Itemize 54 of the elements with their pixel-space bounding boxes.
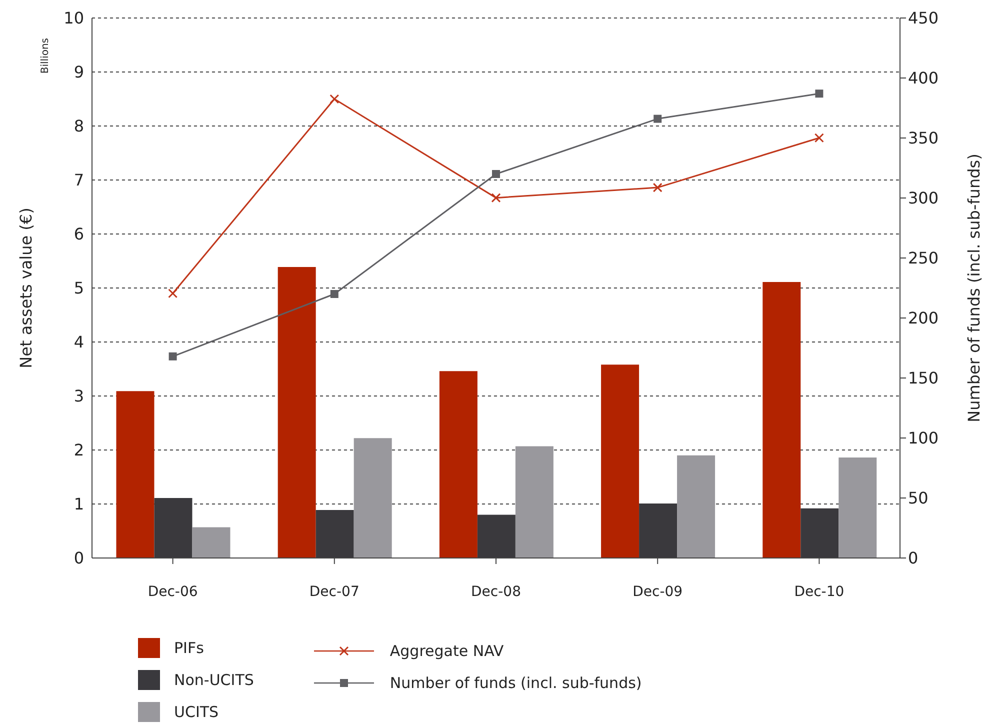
- x-tick-label: Dec-07: [309, 584, 360, 600]
- y2-tick-label: 200: [908, 308, 939, 328]
- point: [491, 193, 501, 203]
- point: [815, 90, 824, 98]
- point: [330, 94, 340, 104]
- bar: [762, 282, 801, 558]
- legend-label: UCITS: [174, 703, 219, 721]
- y-tick-label: 1: [74, 494, 84, 514]
- y-tick-label: 10: [64, 8, 84, 28]
- y2-tick-label: 50: [908, 488, 928, 508]
- bar: [838, 458, 877, 558]
- x-tick-label: Dec-09: [632, 584, 683, 600]
- point: [492, 170, 500, 178]
- legend-label: Aggregate NAV: [390, 642, 504, 660]
- legend-label: PIFs: [174, 639, 204, 657]
- x-tick-label: Dec-06: [148, 584, 198, 600]
- y-tick-label: 4: [74, 332, 84, 352]
- bar: [278, 266, 316, 558]
- y-tick-label: 7: [74, 170, 84, 190]
- x-tick-label: Dec-10: [794, 584, 844, 600]
- y-tick-label: 5: [74, 278, 84, 298]
- point: [330, 290, 338, 298]
- point: [652, 182, 662, 192]
- y2-axis-title: Number of funds (incl. sub-funds): [964, 154, 984, 422]
- y2-tick-label: 100: [908, 428, 939, 448]
- y2-tick-label: 300: [908, 188, 939, 208]
- legend-label: Non-UCITS: [174, 671, 254, 689]
- y2-tick-label: 250: [908, 248, 939, 268]
- point: [168, 352, 177, 360]
- y-tick-label: 9: [74, 62, 84, 82]
- bar: [192, 527, 230, 558]
- bar: [515, 446, 554, 558]
- point: [654, 114, 662, 123]
- point: [814, 133, 824, 143]
- x-tick-label: Dec-08: [471, 584, 521, 600]
- y-axis-title: Net assets value (€): [16, 208, 36, 368]
- y2-tick-label: 150: [908, 368, 939, 388]
- y-tick-label: 3: [74, 386, 84, 406]
- y2-tick-label: 0: [908, 548, 918, 568]
- bar: [439, 371, 478, 558]
- bar: [677, 455, 716, 558]
- point: [168, 288, 178, 298]
- y-tick-label: 2: [74, 440, 84, 460]
- y-tick-label: 6: [74, 224, 84, 244]
- y-tick-label: 0: [74, 548, 84, 568]
- bar: [354, 438, 392, 558]
- bar: [601, 364, 640, 558]
- y2-tick-label: 400: [908, 68, 939, 88]
- y2-tick-label: 450: [908, 8, 939, 28]
- bar: [116, 391, 154, 558]
- y2-tick-label: 350: [908, 128, 939, 148]
- text: Billions: [40, 38, 51, 74]
- legend-label: Number of funds (incl. sub-funds): [390, 674, 642, 692]
- y-tick-label: 8: [74, 116, 84, 136]
